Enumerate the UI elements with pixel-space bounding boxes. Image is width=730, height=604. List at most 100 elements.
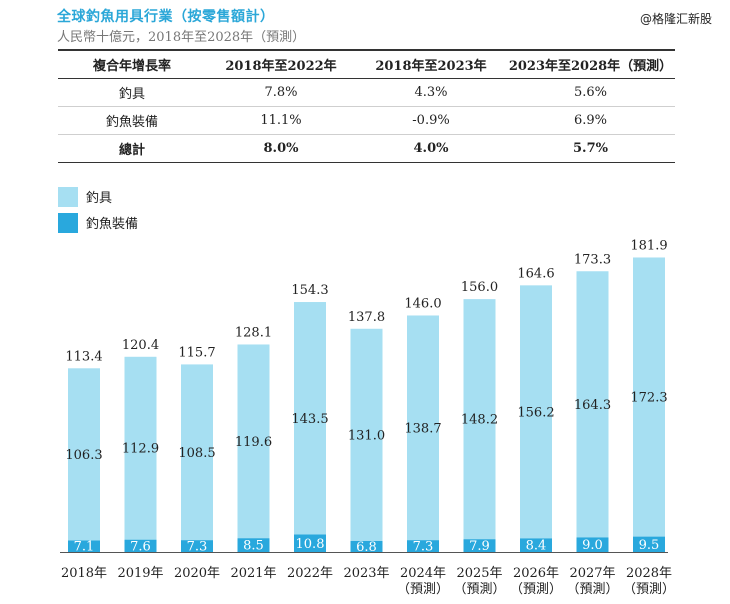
bar-tackle	[237, 344, 270, 539]
data-label-total: 154.3	[291, 283, 328, 298]
table-cell: 11.1%	[260, 113, 302, 128]
data-label-equipment: 9.0	[582, 538, 603, 553]
bar-equipment	[576, 537, 609, 552]
table-cell: -0.9%	[412, 113, 450, 128]
table-cell: 總計	[118, 143, 145, 158]
data-label-total: 156.0	[461, 280, 498, 295]
data-label-tackle: 143.5	[291, 412, 328, 427]
data-label-total: 181.9	[630, 238, 667, 253]
bar-tackle	[350, 328, 383, 541]
bar-equipment	[407, 540, 439, 552]
table-cell: 釣具	[118, 87, 145, 102]
x-tick-label: 2025年	[456, 566, 502, 581]
watermark: @格隆汇新股	[639, 12, 712, 26]
data-label-total: 115.7	[178, 345, 215, 360]
data-label-total: 113.4	[65, 349, 102, 364]
table-total-row: 總計 8.0% 4.0% 5.7%	[58, 134, 675, 163]
table-cell: 5.6%	[573, 85, 608, 100]
data-label-equipment: 7.6	[130, 539, 151, 554]
table-cell: 7.8%	[264, 85, 298, 100]
legend-swatch-equipment	[58, 212, 78, 233]
x-tick-label: （預測）	[566, 582, 618, 597]
legend-label: 釣具	[86, 191, 113, 206]
table-cell: 4.3%	[414, 85, 448, 100]
chart-subtitle: 人民幣十億元，2018年至2028年（預測）	[57, 30, 306, 45]
bar-tackle	[463, 299, 496, 540]
x-tick-label: 2024年	[400, 566, 446, 581]
bar-equipment	[463, 539, 496, 552]
legend-item-tackle: 釣具	[58, 186, 112, 207]
table-header-cell: 2023年至2028年（預測）	[508, 59, 673, 74]
data-label-equipment: 8.5	[243, 539, 264, 554]
x-tick-label: 2027年	[569, 566, 615, 581]
data-label-equipment: 7.3	[413, 540, 434, 555]
data-label-tackle: 106.3	[65, 448, 102, 463]
data-label-equipment: 8.4	[526, 539, 547, 554]
data-label-tackle: 172.3	[630, 391, 667, 406]
bar-equipment	[124, 539, 157, 552]
legend-swatch-tackle	[58, 186, 78, 207]
x-tick-label: 2019年	[117, 566, 163, 581]
table-cell: 釣魚裝備	[105, 115, 158, 130]
x-tick-label: 2018年	[61, 566, 107, 581]
data-label-tackle: 108.5	[178, 446, 215, 461]
table-header-cell: 2018年至2023年	[375, 59, 487, 74]
cagr-table: 複合年增長率 2018年至2022年 2018年至2023年 2023年至202…	[58, 49, 675, 163]
data-label-equipment: 7.3	[187, 540, 208, 555]
data-label-total: 164.6	[517, 266, 554, 281]
data-label-equipment: 9.5	[639, 538, 660, 553]
x-tick-label: （預測）	[623, 582, 675, 597]
chart-title: 全球釣魚用具行業（按零售額計）	[57, 9, 275, 25]
table-cell: 8.0%	[263, 141, 299, 156]
bar-equipment	[350, 540, 383, 552]
bar-equipment	[237, 538, 270, 552]
data-label-tackle: 131.0	[348, 428, 385, 443]
legend-item-equipment: 釣魚裝備	[58, 212, 138, 233]
table-row: 釣魚裝備 11.1% -0.9% 6.9%	[58, 107, 675, 135]
data-label-total: 137.8	[348, 310, 385, 325]
data-label-equipment: 6.8	[356, 540, 377, 555]
table-header-cell: 2018年至2022年	[225, 59, 337, 74]
bar-equipment	[520, 538, 552, 552]
x-tick-label: （預測）	[510, 582, 562, 597]
bar-tackle	[124, 356, 157, 540]
table-header-row: 複合年增長率 2018年至2022年 2018年至2023年 2023年至202…	[58, 50, 675, 79]
x-tick-label: 2022年	[287, 566, 333, 581]
bar-tackle	[294, 302, 326, 535]
x-tick-label: 2026年	[513, 566, 559, 581]
x-tick-label: 2020年	[174, 566, 220, 581]
table-cell: 4.0%	[413, 141, 449, 156]
table-cell: 5.7%	[573, 141, 608, 156]
bar-tackle	[68, 368, 100, 541]
data-label-tackle: 156.2	[517, 405, 554, 420]
table-header-cell: 複合年增長率	[92, 59, 171, 74]
bar-tackle	[576, 271, 609, 538]
x-tick-label: 2021年	[230, 566, 276, 581]
data-label-tackle: 119.6	[235, 435, 272, 450]
legend-label: 釣魚裝備	[86, 217, 139, 232]
data-label-tackle: 112.9	[122, 442, 159, 457]
table-cell: 6.9%	[573, 113, 608, 128]
data-label-equipment: 10.8	[296, 537, 325, 552]
bar-equipment	[633, 536, 665, 552]
data-label-tackle: 164.3	[574, 398, 611, 413]
data-label-total: 146.0	[404, 296, 441, 311]
data-label-total: 120.4	[122, 338, 159, 353]
data-label-equipment: 7.9	[469, 539, 490, 554]
x-tick-label: （預測）	[397, 582, 449, 597]
data-label-equipment: 7.1	[74, 540, 95, 555]
data-label-total: 128.1	[235, 325, 272, 340]
data-label-tackle: 148.2	[461, 413, 498, 428]
bar-tackle	[520, 285, 552, 539]
x-tick-label: （預測）	[453, 582, 505, 597]
data-label-total: 173.3	[574, 252, 611, 267]
x-tick-label: 2023年	[343, 566, 389, 581]
bar-equipment	[68, 540, 100, 552]
bar-equipment	[294, 534, 326, 552]
bar-tackle	[633, 257, 665, 537]
table-row: 釣具 7.8% 4.3% 5.6%	[58, 79, 675, 107]
bar-tackle	[181, 364, 213, 541]
x-tick-label: 2028年	[626, 566, 672, 581]
bar-equipment	[181, 540, 213, 552]
